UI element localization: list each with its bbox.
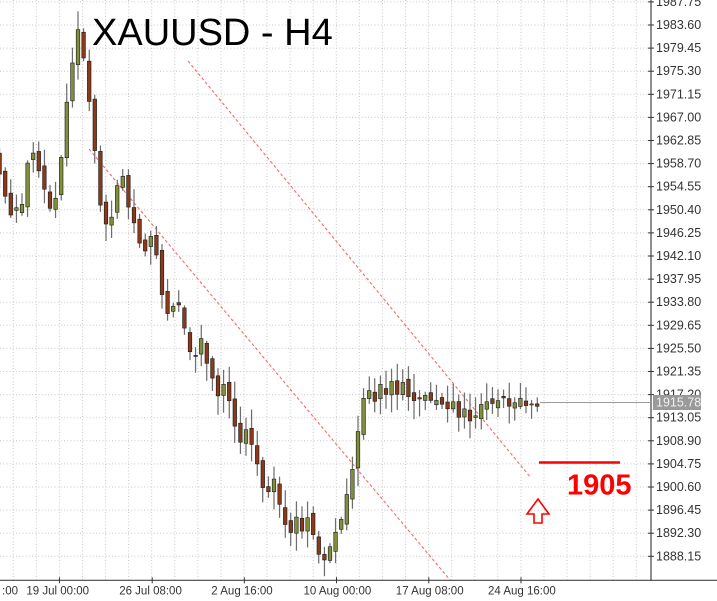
svg-text:1913.05: 1913.05 [656, 411, 701, 425]
svg-text:1971.15: 1971.15 [656, 87, 701, 101]
svg-text:1962.85: 1962.85 [656, 134, 701, 148]
svg-text:1933.80: 1933.80 [656, 295, 701, 309]
svg-text:1950.40: 1950.40 [656, 203, 701, 217]
svg-text:1929.65: 1929.65 [656, 318, 701, 332]
svg-text:1954.55: 1954.55 [656, 180, 701, 194]
svg-text:1915.78: 1915.78 [656, 396, 701, 410]
svg-text:19 Jul 00:00: 19 Jul 00:00 [26, 585, 89, 597]
svg-text:1967.00: 1967.00 [656, 110, 701, 124]
svg-text:1958.70: 1958.70 [656, 157, 701, 171]
svg-text:1905: 1905 [567, 470, 632, 502]
svg-text:26 Jul 08:00: 26 Jul 08:00 [119, 585, 182, 597]
svg-text:10 Aug 00:00: 10 Aug 00:00 [304, 585, 372, 597]
svg-text:1892.30: 1892.30 [656, 526, 701, 540]
svg-text:1921.35: 1921.35 [656, 365, 701, 379]
svg-text:1908.90: 1908.90 [656, 434, 701, 448]
svg-text:2 Aug 16:00: 2 Aug 16:00 [211, 585, 272, 597]
svg-text:1888.15: 1888.15 [656, 549, 701, 563]
svg-text:1900.60: 1900.60 [656, 480, 701, 494]
svg-text:1983.60: 1983.60 [656, 18, 701, 32]
svg-text::00: :00 [2, 585, 18, 597]
svg-text:XAUUSD - H4: XAUUSD - H4 [92, 12, 333, 54]
svg-text:1942.10: 1942.10 [656, 249, 701, 263]
svg-text:17 Aug 08:00: 17 Aug 08:00 [396, 585, 464, 597]
svg-text:1975.30: 1975.30 [656, 64, 701, 78]
svg-text:1987.75: 1987.75 [656, 0, 701, 9]
svg-text:24 Aug 16:00: 24 Aug 16:00 [488, 585, 556, 597]
svg-text:1946.25: 1946.25 [656, 226, 701, 240]
svg-text:1937.95: 1937.95 [656, 272, 701, 286]
svg-text:1904.75: 1904.75 [656, 457, 701, 471]
svg-text:1925.50: 1925.50 [656, 341, 701, 355]
svg-text:1979.45: 1979.45 [656, 41, 701, 55]
svg-text:1896.45: 1896.45 [656, 503, 701, 517]
